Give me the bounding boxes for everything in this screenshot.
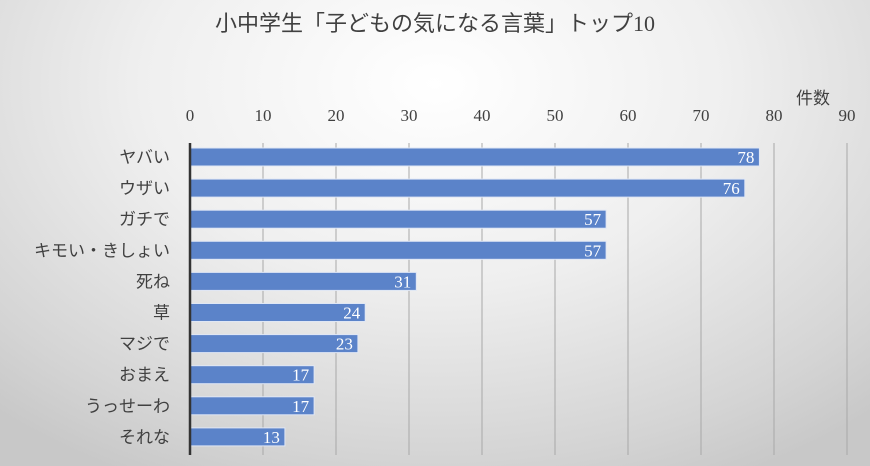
bar <box>189 271 417 291</box>
category-label: キモい・きしょい <box>34 241 170 260</box>
bar <box>189 334 359 354</box>
data-label: 78 <box>737 148 754 167</box>
category-label: ウザい <box>119 179 170 198</box>
x-axis-label: 件数 <box>796 89 830 108</box>
bar <box>189 209 607 229</box>
data-label: 17 <box>292 366 310 385</box>
category-label: うっせーわ <box>85 397 170 416</box>
bar <box>189 240 607 260</box>
category-label: マジで <box>119 335 170 354</box>
bar <box>189 303 366 322</box>
x-tick-label: 60 <box>620 106 637 125</box>
data-label: 13 <box>263 428 280 447</box>
data-label: 17 <box>292 397 310 416</box>
data-label: 23 <box>336 335 353 354</box>
category-label: 草 <box>153 304 170 323</box>
bar <box>189 147 760 167</box>
category-label: それな <box>119 428 170 447</box>
category-label: ヤバい <box>119 148 170 167</box>
data-label: 76 <box>723 179 740 198</box>
x-tick-label: 20 <box>328 106 345 125</box>
data-label: 57 <box>584 210 602 229</box>
x-tick-label: 30 <box>401 106 418 125</box>
category-label: 死ね <box>136 272 170 291</box>
category-label: ガチで <box>119 210 170 229</box>
data-label: 57 <box>584 241 602 260</box>
x-tick-label: 40 <box>474 106 491 125</box>
x-tick-label: 10 <box>255 106 272 125</box>
data-label: 24 <box>343 304 361 323</box>
x-tick-label: 80 <box>766 106 783 125</box>
data-label: 31 <box>394 272 411 291</box>
chart-title: 小中学生「子どもの気になる言葉」トップ10 <box>214 11 655 36</box>
x-tick-label: 50 <box>547 106 564 125</box>
bar <box>189 178 746 198</box>
x-tick-label: 70 <box>693 106 710 125</box>
category-label: おまえ <box>119 366 170 385</box>
x-tick-label: 90 <box>839 106 856 125</box>
x-tick-label: 0 <box>186 106 195 125</box>
